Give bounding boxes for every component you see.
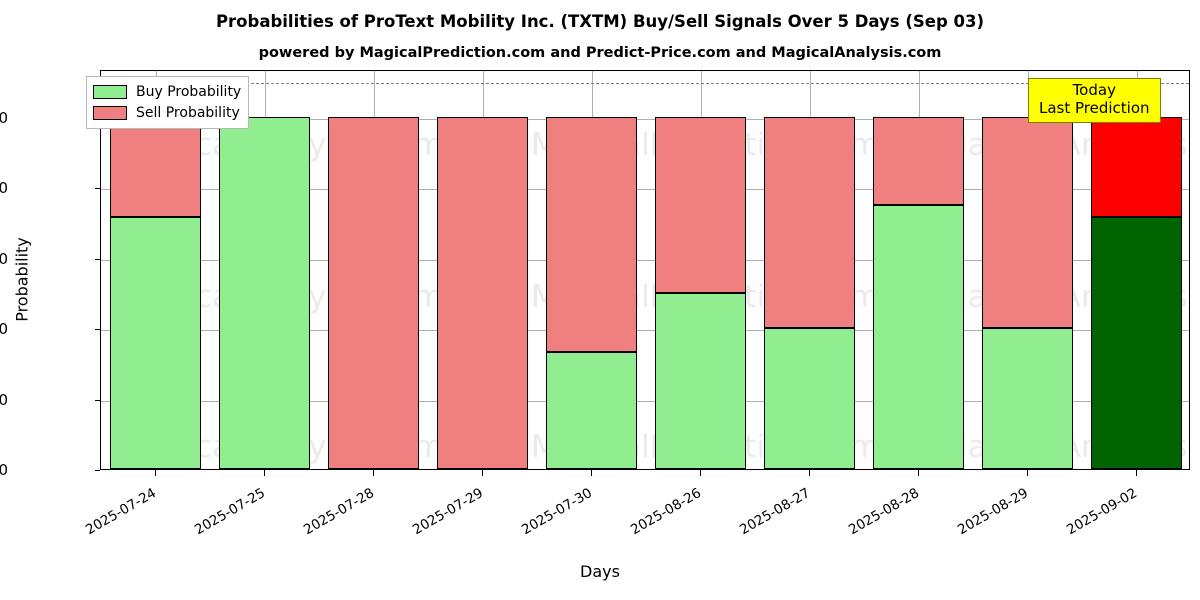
- bar-segment-sell[interactable]: [327, 116, 420, 469]
- x-tick-mark: [699, 470, 701, 476]
- x-axis-label: Days: [580, 562, 620, 581]
- y-tick-mark: [95, 258, 100, 260]
- bar-segment-sell[interactable]: [1090, 116, 1183, 218]
- x-tick-label: 2025-09-02: [1063, 485, 1140, 539]
- x-tick-label: 2025-07-30: [518, 485, 595, 539]
- today-annotation-line2: Last Prediction: [1039, 98, 1150, 117]
- y-tick-mark: [95, 329, 100, 331]
- bar-segment-sell[interactable]: [654, 116, 747, 293]
- bar-group[interactable]: [654, 71, 747, 469]
- x-tick-label: 2025-07-25: [191, 485, 268, 539]
- y-tick-label: 60: [0, 249, 8, 268]
- legend-label-buy: Buy Probability: [136, 83, 242, 100]
- bar-segment-sell[interactable]: [872, 116, 965, 205]
- bar-group[interactable]: [109, 71, 202, 469]
- plot-area: MagicalAnalysis.comMagicalPrediction.com…: [100, 70, 1190, 470]
- x-tick-label: 2025-08-28: [845, 485, 922, 539]
- chart-legend: Buy Probability Sell Probability: [86, 76, 250, 129]
- legend-item-sell: Sell Probability: [93, 102, 241, 123]
- gridline-horizontal: [101, 400, 1189, 402]
- gridline-horizontal: [101, 189, 1189, 191]
- bar-group[interactable]: [1090, 71, 1183, 469]
- y-tick-mark: [95, 470, 100, 471]
- x-tick-mark: [808, 470, 810, 476]
- legend-item-buy: Buy Probability: [93, 81, 241, 102]
- bar-group[interactable]: [763, 71, 856, 469]
- bar-segment-buy[interactable]: [109, 217, 202, 469]
- bar-segment-buy[interactable]: [218, 116, 311, 469]
- y-tick-label: 80: [0, 179, 8, 198]
- bar-group[interactable]: [981, 71, 1074, 469]
- gridline-horizontal: [101, 259, 1189, 261]
- today-annotation: Today Last Prediction: [1028, 78, 1161, 124]
- bar-group[interactable]: [545, 71, 638, 469]
- x-tick-mark: [154, 470, 156, 476]
- legend-label-sell: Sell Probability: [136, 104, 240, 121]
- bar-segment-sell[interactable]: [545, 116, 638, 352]
- bar-segment-sell[interactable]: [763, 116, 856, 329]
- x-tick-mark: [590, 470, 592, 476]
- y-tick-label: 0: [0, 461, 8, 479]
- bar-segment-sell[interactable]: [981, 116, 1074, 329]
- x-tick-label: 2025-07-28: [300, 485, 377, 539]
- x-tick-mark: [481, 470, 483, 476]
- reference-line: [101, 83, 1189, 85]
- x-tick-mark: [372, 470, 374, 476]
- bar-group[interactable]: [872, 71, 965, 469]
- bar-segment-buy[interactable]: [654, 292, 747, 469]
- y-tick-mark: [95, 399, 100, 401]
- x-tick-label: 2025-07-24: [82, 485, 159, 539]
- bar-group[interactable]: [436, 71, 529, 469]
- x-tick-mark: [1135, 470, 1137, 476]
- y-tick-label: 40: [0, 320, 8, 339]
- x-tick-label: 2025-08-27: [736, 485, 813, 539]
- bar-group[interactable]: [218, 71, 311, 469]
- y-axis-label: Probability: [12, 237, 32, 322]
- gridline-horizontal: [101, 118, 1189, 120]
- y-tick-label: 20: [0, 390, 8, 409]
- legend-swatch-sell: [93, 105, 127, 120]
- chart-subtitle: powered by MagicalPrediction.com and Pre…: [258, 45, 942, 61]
- chart-title: Probabilities of ProText Mobility Inc. (…: [215, 12, 985, 31]
- bar-segment-buy[interactable]: [545, 351, 638, 469]
- y-tick-mark: [95, 188, 100, 190]
- x-tick-label: 2025-07-29: [409, 485, 486, 539]
- legend-swatch-buy: [93, 84, 127, 99]
- bar-segment-sell[interactable]: [436, 116, 529, 469]
- bar-segment-buy[interactable]: [872, 204, 965, 469]
- x-tick-label: 2025-08-29: [954, 485, 1031, 539]
- y-tick-label: 100: [0, 108, 8, 127]
- bar-segment-sell[interactable]: [109, 116, 202, 218]
- x-tick-mark: [263, 470, 265, 476]
- bar-segment-buy[interactable]: [1090, 217, 1183, 469]
- x-tick-mark: [917, 470, 919, 476]
- today-annotation-line1: Today: [1072, 81, 1116, 99]
- gridline-horizontal: [101, 330, 1189, 332]
- bar-segment-buy[interactable]: [981, 328, 1074, 469]
- x-tick-mark: [1026, 470, 1028, 476]
- bar-group[interactable]: [327, 71, 420, 469]
- bar-segment-buy[interactable]: [763, 328, 856, 469]
- x-tick-label: 2025-08-26: [627, 485, 704, 539]
